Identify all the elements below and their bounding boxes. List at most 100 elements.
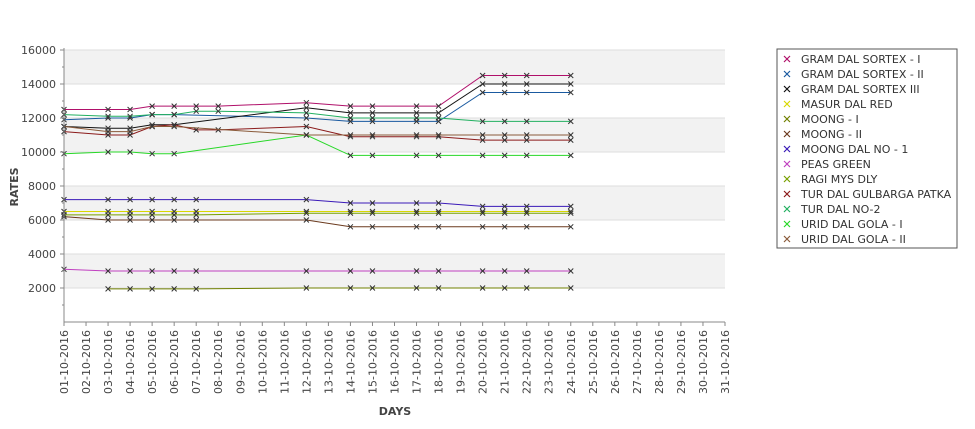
y-tick-label: 4000 [28,248,56,261]
data-point [105,217,111,223]
series-1 [61,72,574,113]
data-point [523,223,530,230]
data-point [127,128,133,135]
data-point [347,285,354,291]
data-point [105,196,111,203]
data-point [479,223,486,230]
series-12 [61,132,574,159]
data-point [149,111,155,118]
legend-item: TUR DAL GULBARGA PATKA [783,188,952,201]
data-point [303,285,310,291]
x-tick-labels: 01-10-2016 02-10-2016 03-10-2016 04-10-2016… [58,330,732,394]
x-tick-label: 11-10-2016 [278,330,291,394]
data-point [567,223,574,230]
legend-label: GRAM DAL SORTEX III [801,83,920,96]
legend-label: RAGI MYS DLY [801,173,878,186]
x-tick-label: 06-10-2016 [168,330,181,394]
legend-label: MOONG - II [801,128,862,141]
legend-item: URID DAL GOLA - I [783,218,903,231]
legend-box [776,48,958,249]
series-line [63,124,571,141]
data-point [435,223,442,230]
legend-item: GRAM DAL SORTEX - II [783,68,924,81]
legend-label: TUR DAL NO-2 [800,203,881,216]
legend-item: MOONG - II [783,128,862,141]
data-point [435,268,442,274]
data-point [215,127,222,133]
data-point [303,104,310,111]
series-line [108,287,571,290]
data-point [479,132,486,138]
legend-marker [783,235,791,243]
x-tick-label: 12-10-2016 [300,330,313,394]
data-point [303,110,310,116]
legend-label: URID DAL GOLA - II [801,233,906,246]
data-point [501,132,508,138]
series-line [63,83,571,129]
grid-band [64,220,725,254]
data-point [347,103,354,109]
legend-label: MOONG DAL NO - 1 [801,143,908,156]
data-point [523,89,530,96]
data-point [567,118,574,125]
series-6 [61,213,574,230]
series-7 [61,196,574,210]
legend-label: MOONG - I [801,113,859,126]
legend-marker [783,115,791,123]
legend-label: MASUR DAL RED [801,98,893,111]
x-tick-label: 19-10-2016 [455,330,468,394]
data-point [567,268,574,274]
data-point [567,210,574,217]
x-tick-label: 14-10-2016 [344,330,357,394]
legend-marker [783,130,791,138]
data-point [567,81,574,87]
data-point [193,268,200,274]
data-point [347,223,354,230]
series-9 [61,210,574,218]
x-tick-label: 16-10-2016 [389,330,402,394]
data-point [435,132,442,138]
data-point [171,103,178,109]
x-tick-label: 22-10-2016 [521,330,534,394]
y-tick-label: 16000 [21,44,56,57]
grid-band [64,288,725,322]
data-point [435,210,442,217]
data-point [501,118,508,125]
data-point [171,285,178,292]
data-point [149,212,155,218]
y-axis-title: RATES [8,167,21,206]
data-point [501,223,508,230]
data-point [369,132,376,138]
x-tick-label: 30-10-2016 [697,330,710,394]
data-point [435,115,442,121]
data-point [171,217,178,223]
data-point [369,200,376,206]
x-tick-label: 26-10-2016 [609,330,622,394]
legend-item: MOONG - I [783,113,859,126]
data-point [347,268,354,274]
data-point [567,132,574,138]
x-tick-label: 23-10-2016 [543,330,556,394]
data-point [413,268,420,274]
data-point [479,81,486,87]
data-point [369,152,376,159]
data-point [347,132,354,138]
data-point [127,212,133,218]
legend-label: PEAS GREEN [801,158,871,171]
data-point [523,268,530,274]
data-point [127,106,133,113]
x-tick-label: 02-10-2016 [80,330,93,394]
data-point [303,217,310,223]
legend-label: GRAM DAL SORTEX - I [801,53,921,66]
data-point [149,150,155,157]
x-tick-label: 01-10-2016 [58,330,71,394]
x-tick-label: 27-10-2016 [631,330,644,394]
data-point [479,203,486,210]
data-point [369,103,376,109]
series-5 [105,285,574,292]
data-point [479,137,486,143]
data-point [523,132,530,138]
data-point [303,196,310,203]
series-line [63,126,571,136]
grid-bands [64,50,725,322]
